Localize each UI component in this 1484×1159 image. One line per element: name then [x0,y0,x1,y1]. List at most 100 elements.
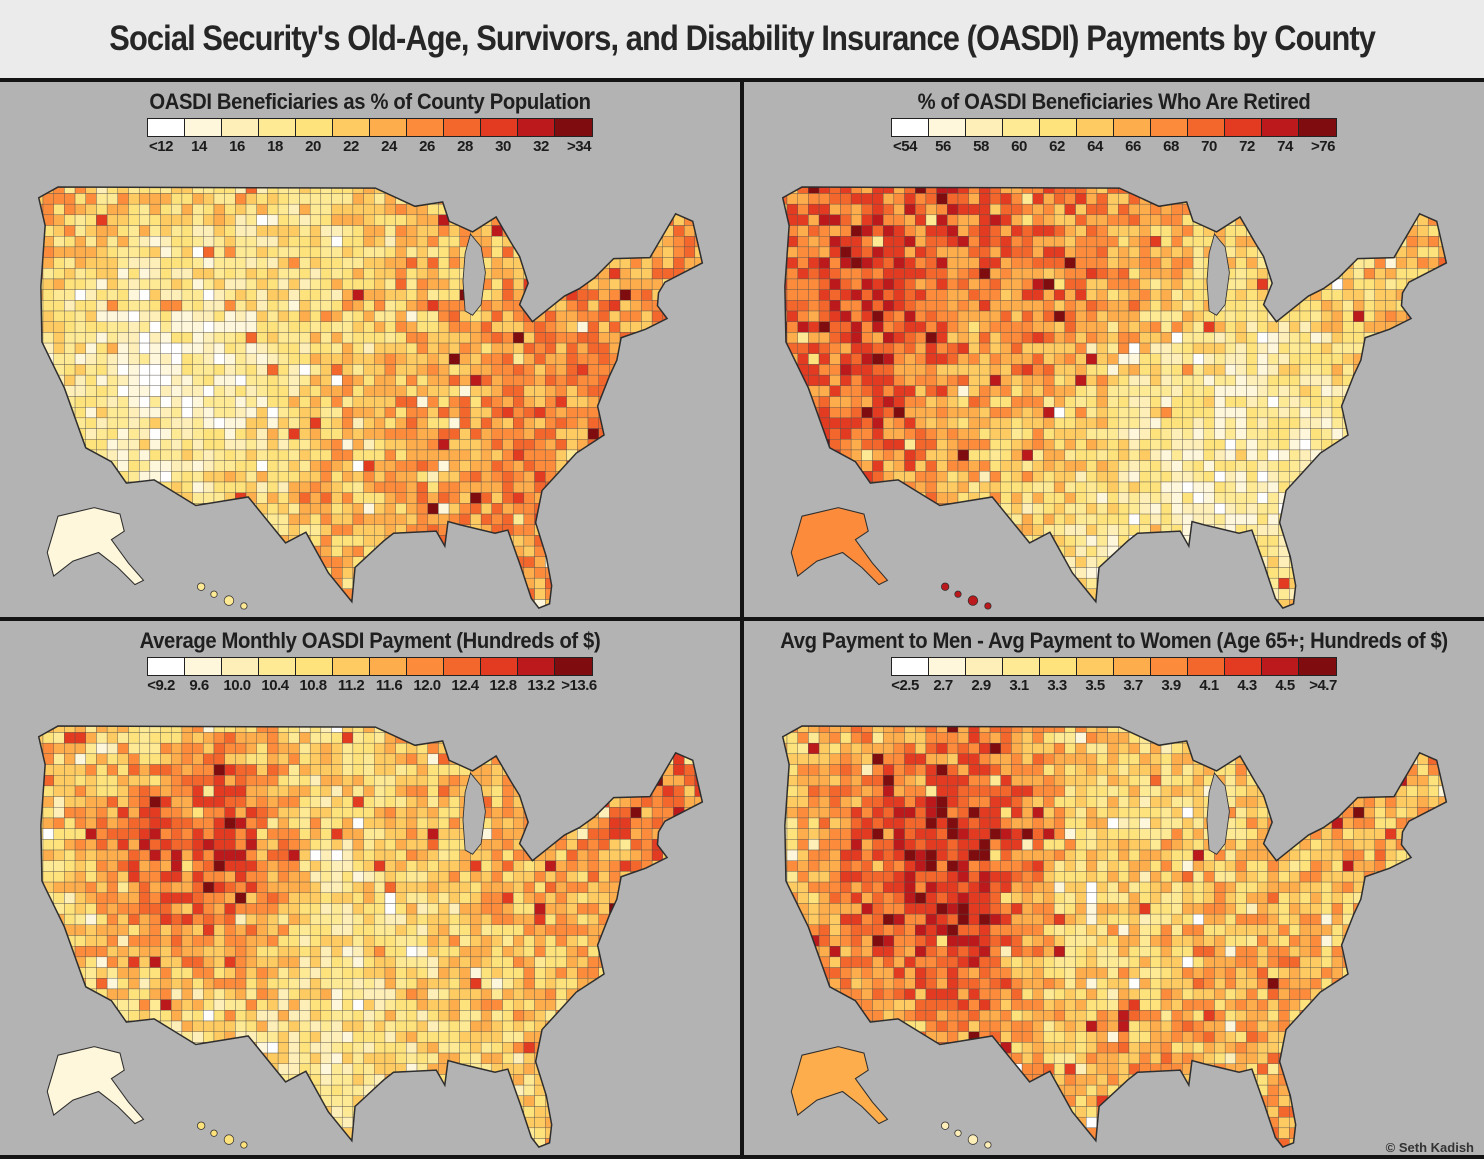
county-cell [288,268,300,280]
county-cell [288,481,300,493]
county-cell [491,407,503,419]
county-cell [882,428,895,440]
county-cell [1203,193,1215,205]
county-cell [160,364,172,376]
county-cell [904,385,916,397]
county-cell [1363,535,1375,547]
county-cell [224,567,236,579]
county-cell [406,610,417,614]
county-cell [641,407,653,419]
county-cell [786,246,798,258]
county-cell [1107,203,1119,216]
county-cell [288,599,300,609]
county-cell [513,193,525,205]
county-cell [1438,353,1447,365]
county-cell [936,471,948,483]
county-cell [782,407,788,419]
county-cell [1385,214,1397,226]
county-cell [1224,535,1237,547]
county-cell [683,353,696,365]
county-cell [1032,492,1044,504]
county-cell [1246,246,1258,258]
county-cell [1011,460,1023,472]
county-cell [320,310,332,322]
county-cell [491,364,503,376]
county-cell [480,332,493,344]
county-cell [1267,321,1279,333]
county-cell [1342,225,1354,237]
county-cell [694,524,703,536]
county-cell [203,492,215,504]
county-cell [1000,353,1012,365]
county-cell [1160,556,1172,568]
county-cell [299,503,311,515]
county-cell [840,289,852,301]
county-cell [427,492,439,504]
county-cell [872,460,884,472]
county-cell [587,193,599,205]
county-cell [1160,257,1172,269]
county-cell [651,374,663,387]
county-cell [1395,225,1407,237]
county-cell [117,374,129,387]
county-cell [38,374,44,387]
county-cell [882,396,895,408]
county-cell [96,492,108,504]
county-cell [1021,439,1033,451]
county-cell [363,460,375,472]
county-cell [1160,321,1172,333]
county-cell [587,577,599,590]
county-cell [957,246,969,258]
county-cell [513,374,525,387]
county-cell [936,342,948,354]
county-cell [288,513,300,525]
county-cell [1363,300,1375,312]
county-cell [181,214,193,226]
county-cell [64,300,76,312]
county-cell [149,396,161,408]
county-cell [1427,513,1440,525]
county-cell [1342,471,1354,483]
county-cell [1086,396,1098,408]
county-cell [893,193,905,205]
county-cell [1246,321,1258,333]
county-cell [1182,439,1194,451]
county-cell [309,300,322,312]
county-cell [1342,268,1354,280]
county-cell [1128,417,1140,429]
county-cell [1374,428,1386,440]
county-cell [213,342,225,354]
county-cell [1160,460,1172,472]
county-cell [395,545,407,557]
county-cell [1203,214,1215,226]
county-cell [1310,471,1322,483]
county-cell [1353,471,1365,483]
county-cell [1299,417,1311,429]
county-cell [641,588,653,600]
county-cell [1000,471,1012,483]
county-cell [566,246,578,258]
county-cell [786,310,798,322]
county-cell [1150,556,1162,568]
county-cell [1246,407,1258,419]
county-cell [1064,225,1076,237]
county-cell [1267,492,1279,504]
county-cell [782,417,788,429]
county-cell [235,374,247,387]
county-cell [213,385,225,397]
county-cell [893,289,905,301]
county-cell [1310,556,1322,568]
county-cell [1107,439,1119,451]
county-cell [1107,385,1119,397]
county-cell [1321,257,1333,269]
county-cell [1395,503,1407,515]
county-cell [1096,353,1108,365]
county-cell [808,460,820,472]
county-cell [320,577,332,590]
county-cell [630,503,642,515]
county-cell [106,481,118,493]
county-cell [277,439,289,451]
county-cell [989,257,1001,269]
county-cell [470,535,482,547]
county-cell [1417,310,1429,322]
